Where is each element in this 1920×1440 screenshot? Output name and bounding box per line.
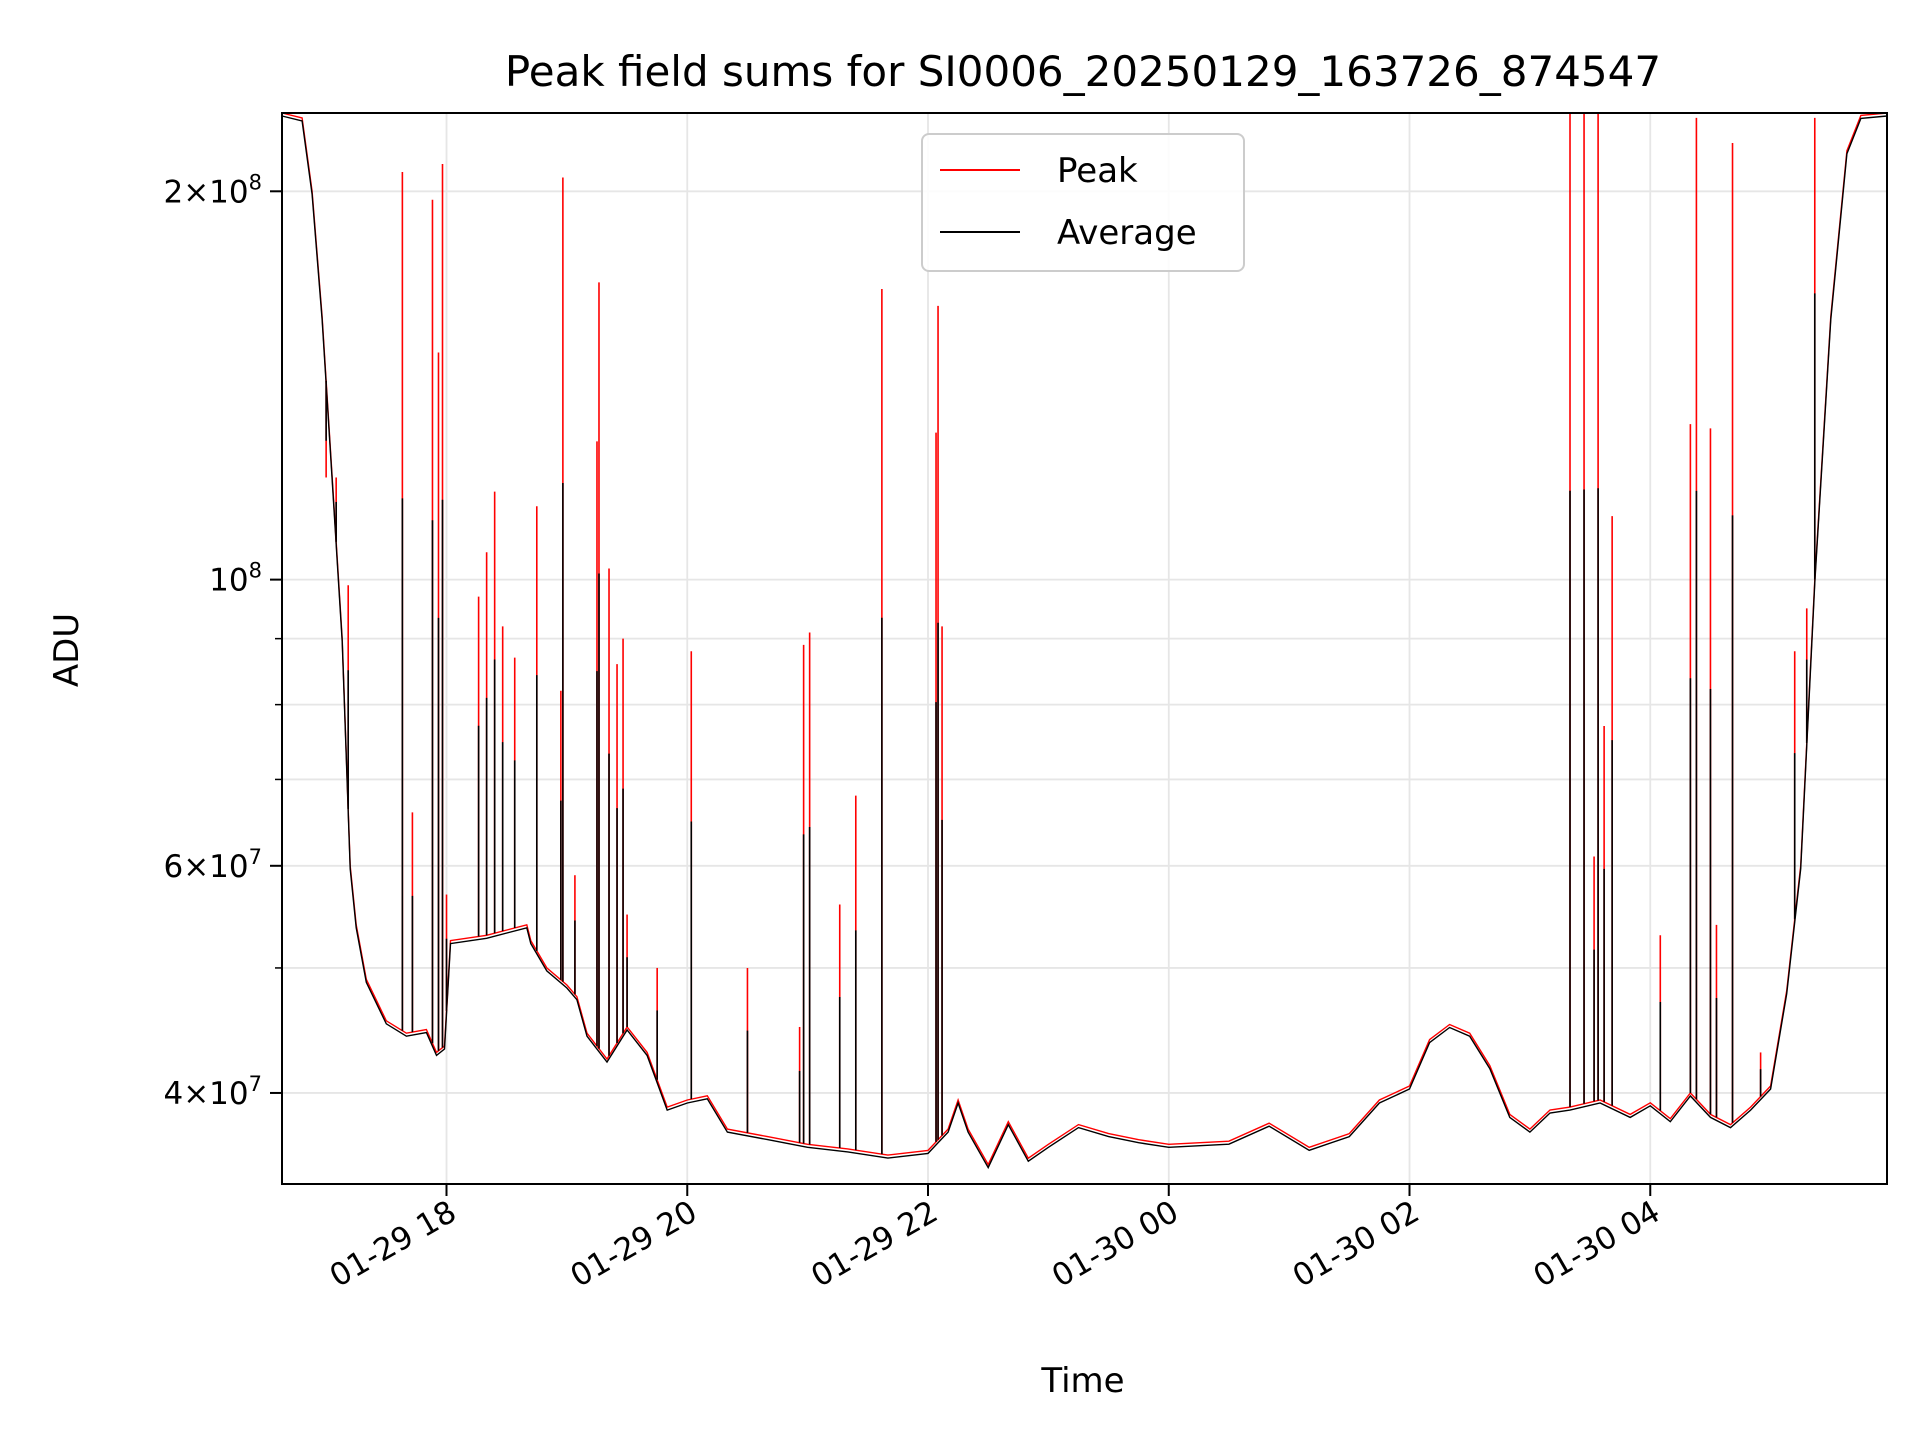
legend-label-average: Average [1057,213,1197,253]
y-tick-label: 6×107 [163,845,262,885]
y-tick-label: 2×108 [163,170,262,210]
series-line-average [281,115,1888,1170]
plot-area [281,112,1888,1170]
y-tick-label: 108 [209,559,262,599]
legend: Peak Average [921,133,1245,272]
y-axis-ticks: 4×107 6×107 108 2×108 [163,170,282,1112]
chart-title: Peak field sums for SI0006_20250129_1637… [505,47,1661,96]
x-axis-label: Time [1040,1361,1124,1401]
axes-frame [281,112,1888,1185]
y-axis-label: ADU [47,613,87,687]
legend-box [921,133,1245,272]
y-tick-label: 4×107 [163,1072,262,1112]
legend-label-peak: Peak [1057,151,1138,191]
spike-marks [325,113,1816,1155]
